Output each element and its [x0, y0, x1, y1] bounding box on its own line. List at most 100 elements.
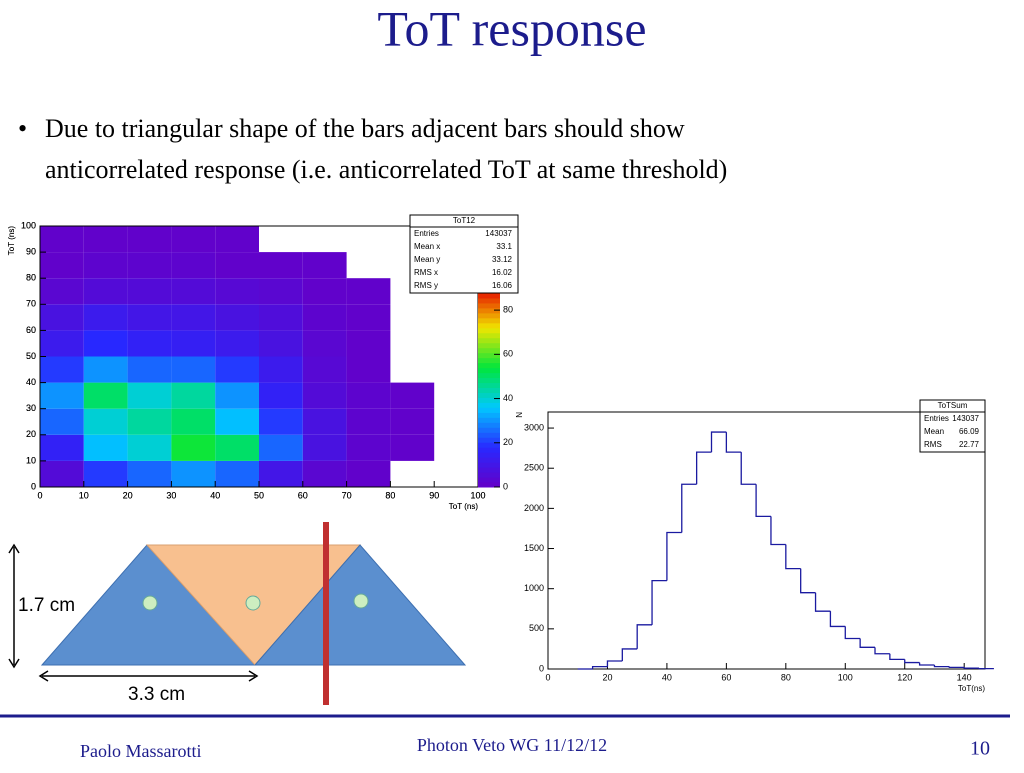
colorbar-step: [478, 373, 500, 378]
heat-cell: [40, 304, 84, 330]
plot-frame: [548, 412, 985, 669]
stats-label: Mean: [924, 427, 944, 436]
heat-cell: [347, 383, 391, 409]
z-tick-label: 40: [503, 393, 513, 403]
colorbar-step: [478, 407, 500, 412]
colorbar-step: [478, 437, 500, 442]
heat-cell: [171, 304, 215, 330]
hist-bin: [830, 611, 845, 626]
stats-label: RMS: [924, 440, 942, 449]
colorbar-step: [478, 323, 500, 328]
colorbar-step: [478, 333, 500, 338]
stats-value: 66.09: [959, 427, 980, 436]
x-tick-label: 10: [79, 490, 89, 500]
bullet-text: anticorrelated response (i.e. anticorrel…: [45, 155, 727, 184]
colorbar-step: [478, 477, 500, 482]
heat-cell: [171, 409, 215, 435]
x-tick-label: 40: [210, 490, 220, 500]
fiber: [246, 596, 260, 610]
bullet-dot: •: [18, 114, 27, 143]
heat-cell: [171, 461, 215, 487]
heat-cell: [84, 435, 128, 461]
heat-cell: [215, 304, 259, 330]
x-tick-label: 60: [298, 490, 308, 500]
colorbar-step: [478, 328, 500, 333]
x-tick-label: 90: [429, 490, 439, 500]
hist-bin: [726, 432, 741, 452]
x-tick-label: 50: [254, 490, 264, 500]
colorbar-step: [478, 348, 500, 353]
colorbar-step: [478, 412, 500, 417]
heat-cell: [259, 357, 303, 383]
colorbar-step: [478, 383, 500, 388]
colorbar-step: [478, 298, 500, 303]
colorbar-step: [478, 293, 500, 298]
heat-cell: [171, 252, 215, 278]
y-tick-label: 30: [26, 403, 36, 413]
stats-value: 16.02: [492, 268, 513, 277]
stats-value: 143037: [485, 229, 512, 238]
heat-cell: [347, 435, 391, 461]
colorbar-step: [478, 363, 500, 368]
colorbar-step: [478, 318, 500, 323]
x-tick-label: 0: [37, 490, 42, 500]
heat-cell: [215, 383, 259, 409]
heat-cell: [171, 383, 215, 409]
hist-bin: [816, 593, 831, 611]
z-tick-label: 0: [503, 481, 508, 491]
heat-cell: [303, 435, 347, 461]
heat-cell: [303, 383, 347, 409]
heat-cell: [171, 435, 215, 461]
hist-bin: [622, 649, 637, 661]
heat-cell: [215, 409, 259, 435]
y-tick-label: 0: [31, 481, 36, 491]
bullet-text: Due to triangular shape of the bars adja…: [45, 114, 685, 143]
hist-bin: [607, 661, 622, 667]
y-tick-label: 80: [26, 273, 36, 283]
heat-cell: [84, 330, 128, 356]
colorbar-step: [478, 343, 500, 348]
colorbar-step: [478, 313, 500, 318]
z-tick-label: 60: [503, 349, 513, 359]
x-tick-label: 100: [470, 490, 485, 500]
hist-bin: [756, 484, 771, 516]
y-tick-label: 40: [26, 377, 36, 387]
stats-title: ToT12: [453, 216, 476, 225]
heat-cell: [303, 357, 347, 383]
heat-cell: [215, 357, 259, 383]
track: [323, 522, 329, 705]
x-tick-label: 70: [342, 490, 352, 500]
heat-cell: [40, 278, 84, 304]
heat-cell: [84, 304, 128, 330]
heat-cell: [84, 252, 128, 278]
stats-label: Mean y: [414, 255, 440, 264]
heat-cell: [40, 383, 84, 409]
colorbar-step: [478, 368, 500, 373]
heat-cell: [347, 330, 391, 356]
colorbar-step: [478, 467, 500, 472]
colorbar-step: [478, 427, 500, 432]
heat-cell: [40, 226, 84, 252]
hist-bin: [860, 638, 875, 647]
stats-value: 33.12: [492, 255, 513, 264]
heat-cell: [128, 409, 172, 435]
x-tick-label: 80: [781, 672, 791, 682]
heat-cell: [40, 330, 84, 356]
heat-cell: [215, 330, 259, 356]
heat-cell: [259, 383, 303, 409]
heat-cell: [215, 252, 259, 278]
dimension-label: 3.3 cm: [128, 684, 185, 705]
heat-cell: [215, 278, 259, 304]
heat-cell: [84, 461, 128, 487]
y-tick-label: 1500: [524, 543, 544, 553]
heat-cell: [128, 461, 172, 487]
stats-value: 143037: [952, 414, 979, 423]
heat-cell: [128, 252, 172, 278]
x-tick-label: 120: [897, 672, 912, 682]
heat-cell: [303, 461, 347, 487]
heat-cell: [84, 383, 128, 409]
heat-cell: [259, 278, 303, 304]
heat-cell: [303, 252, 347, 278]
heat-cell: [347, 461, 391, 487]
